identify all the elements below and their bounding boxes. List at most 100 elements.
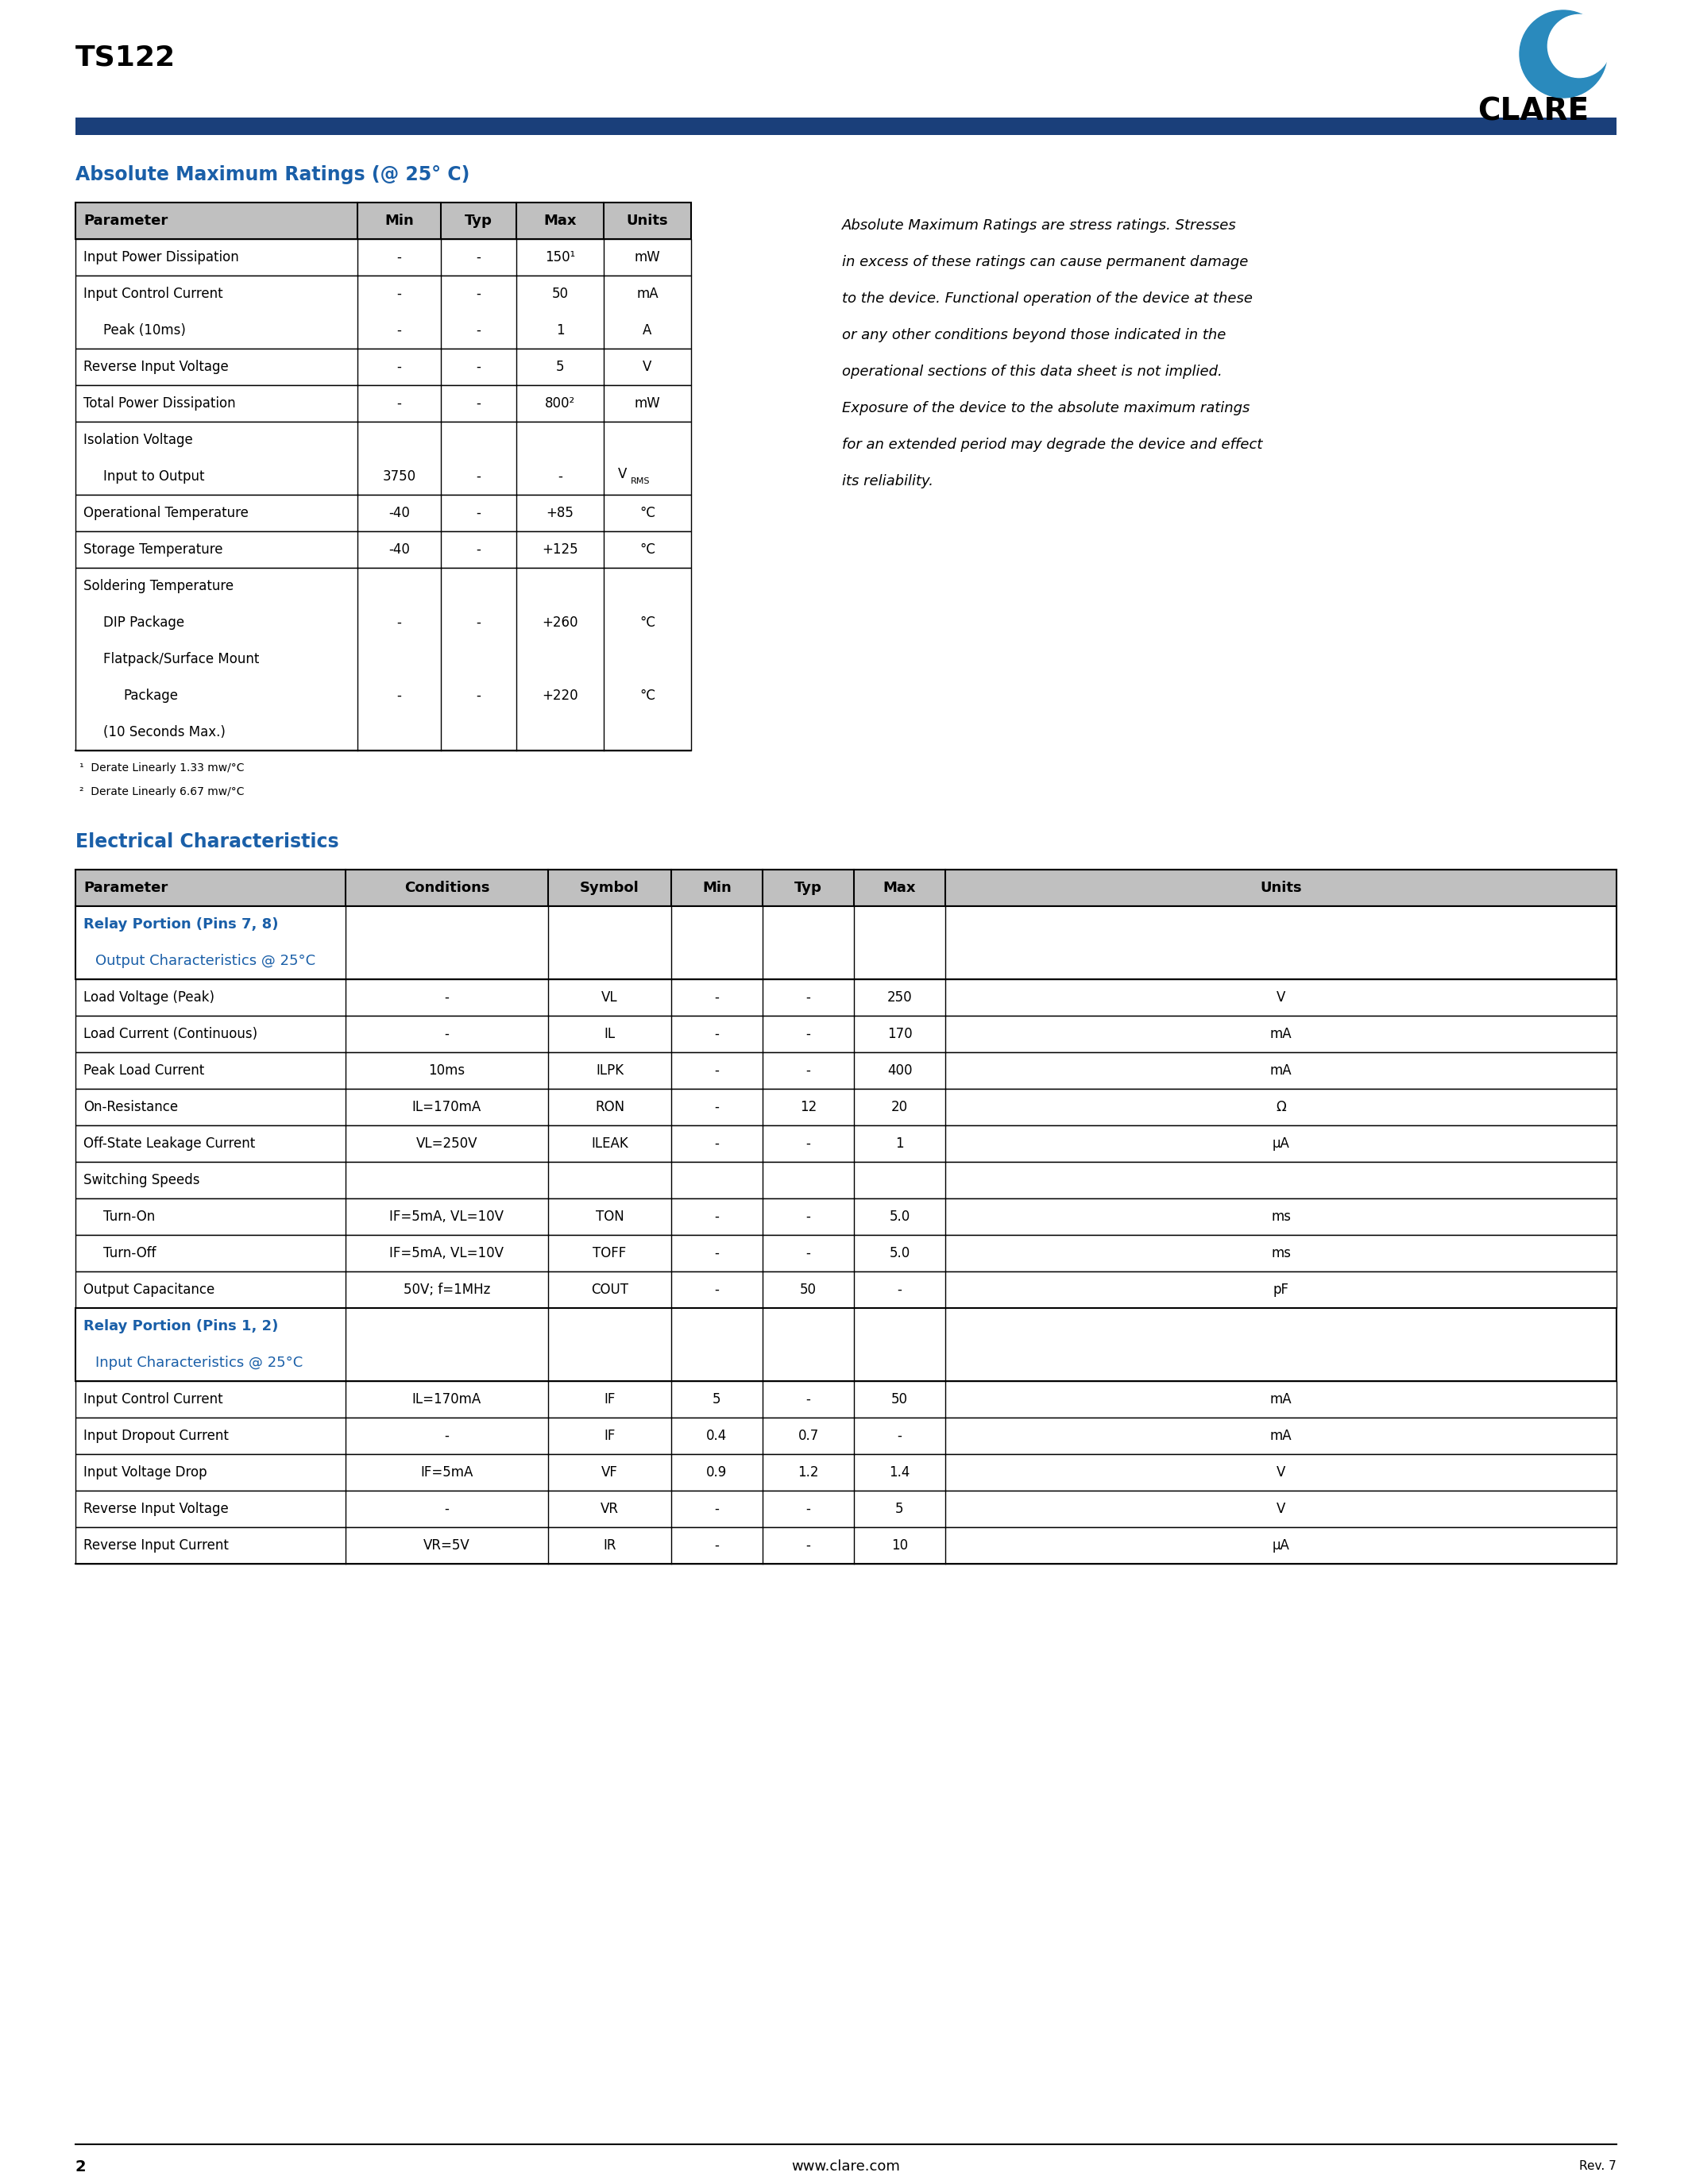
Text: for an extended period may degrade the device and effect: for an extended period may degrade the d… (842, 437, 1263, 452)
Text: Reverse Input Current: Reverse Input Current (83, 1538, 228, 1553)
Text: Exposure of the device to the absolute maximum ratings: Exposure of the device to the absolute m… (842, 402, 1249, 415)
Text: 50: 50 (552, 286, 569, 301)
Bar (76, 1125, 1617, 1162)
Text: ILPK: ILPK (596, 1064, 623, 1077)
Circle shape (1548, 15, 1610, 76)
Bar (76, 422, 690, 496)
Text: -: - (397, 360, 402, 373)
Text: -40: -40 (388, 542, 410, 557)
Bar (76, 118, 1617, 135)
Text: -: - (397, 251, 402, 264)
Text: Units: Units (1259, 880, 1301, 895)
Text: Absolute Maximum Ratings are stress ratings. Stresses: Absolute Maximum Ratings are stress rati… (842, 218, 1237, 234)
Text: Typ: Typ (464, 214, 493, 227)
Text: 170: 170 (888, 1026, 912, 1042)
Text: Input Control Current: Input Control Current (83, 1391, 223, 1406)
Bar (76, 238, 690, 275)
Text: Turn-On: Turn-On (103, 1210, 155, 1223)
Bar (76, 1016, 1617, 1053)
Text: +125: +125 (542, 542, 577, 557)
Text: Units: Units (626, 214, 668, 227)
Text: -: - (805, 1210, 810, 1223)
Text: 12: 12 (800, 1101, 817, 1114)
Text: Soldering Temperature: Soldering Temperature (83, 579, 233, 594)
Text: mA: mA (1269, 1026, 1291, 1042)
Text: Isolation Voltage: Isolation Voltage (83, 432, 192, 448)
Text: -: - (805, 1391, 810, 1406)
Text: Total Power Dissipation: Total Power Dissipation (83, 395, 236, 411)
Text: 0.4: 0.4 (707, 1428, 728, 1444)
Text: +85: +85 (547, 507, 574, 520)
Bar (76, 1308, 1617, 1380)
Text: -: - (557, 470, 562, 483)
Bar (76, 203, 690, 238)
Bar (76, 384, 690, 422)
Text: 5: 5 (555, 360, 564, 373)
Text: V: V (1276, 1503, 1286, 1516)
Text: -: - (805, 1503, 810, 1516)
Text: IF=5mA, VL=10V: IF=5mA, VL=10V (390, 1247, 505, 1260)
Text: Symbol: Symbol (581, 880, 640, 895)
Text: µA: µA (1273, 1136, 1290, 1151)
Text: -: - (476, 470, 481, 483)
Text: Input Control Current: Input Control Current (83, 286, 223, 301)
Text: -: - (476, 360, 481, 373)
Text: °C: °C (640, 616, 655, 629)
Text: RON: RON (594, 1101, 625, 1114)
Text: -: - (714, 989, 719, 1005)
Text: TON: TON (596, 1210, 625, 1223)
Bar (76, 1492, 1617, 1527)
Bar (76, 1527, 1617, 1564)
Text: -: - (476, 286, 481, 301)
Text: -: - (444, 1428, 449, 1444)
Text: V: V (1276, 989, 1286, 1005)
Text: +220: +220 (542, 688, 577, 703)
Text: Input Power Dissipation: Input Power Dissipation (83, 251, 240, 264)
Text: in excess of these ratings can cause permanent damage: in excess of these ratings can cause per… (842, 256, 1247, 269)
Text: -: - (805, 1538, 810, 1553)
Text: Ω: Ω (1276, 1101, 1286, 1114)
Bar (76, 275, 690, 349)
Text: 5: 5 (895, 1503, 903, 1516)
Text: Absolute Maximum Ratings (@ 25° C): Absolute Maximum Ratings (@ 25° C) (76, 166, 469, 183)
Text: Flatpack/Surface Mount: Flatpack/Surface Mount (103, 653, 260, 666)
Text: IF: IF (604, 1391, 616, 1406)
Bar (76, 1162, 1617, 1199)
Text: -: - (714, 1538, 719, 1553)
Text: -: - (397, 688, 402, 703)
Text: Typ: Typ (795, 880, 822, 895)
Text: mA: mA (1269, 1391, 1291, 1406)
Text: operational sections of this data sheet is not implied.: operational sections of this data sheet … (842, 365, 1222, 378)
Text: -: - (397, 286, 402, 301)
Text: -: - (476, 323, 481, 339)
Text: -40: -40 (388, 507, 410, 520)
Bar (76, 1090, 1617, 1125)
Text: -: - (805, 1136, 810, 1151)
Text: -: - (444, 989, 449, 1005)
Text: Turn-Off: Turn-Off (103, 1247, 155, 1260)
Text: -: - (397, 616, 402, 629)
Text: ms: ms (1271, 1210, 1291, 1223)
Text: -: - (397, 395, 402, 411)
Text: V: V (643, 360, 652, 373)
Bar (76, 349, 690, 384)
Text: On-Resistance: On-Resistance (83, 1101, 177, 1114)
Text: Input Voltage Drop: Input Voltage Drop (83, 1465, 208, 1479)
Text: its reliability.: its reliability. (842, 474, 933, 489)
Text: Peak (10ms): Peak (10ms) (103, 323, 186, 339)
Text: -: - (476, 616, 481, 629)
Text: Input Characteristics @ 25°C: Input Characteristics @ 25°C (95, 1356, 302, 1369)
Text: TOFF: TOFF (592, 1247, 626, 1260)
Text: IF=5mA: IF=5mA (420, 1465, 473, 1479)
Text: 800²: 800² (545, 395, 576, 411)
Text: VR: VR (601, 1503, 619, 1516)
Bar (76, 906, 1617, 978)
Text: -: - (898, 1282, 901, 1297)
Bar (76, 1455, 1617, 1492)
Text: ²  Derate Linearly 6.67 mw/°C: ² Derate Linearly 6.67 mw/°C (79, 786, 245, 797)
Bar (76, 1199, 1617, 1234)
Text: ¹  Derate Linearly 1.33 mw/°C: ¹ Derate Linearly 1.33 mw/°C (79, 762, 245, 773)
Text: °C: °C (640, 688, 655, 703)
Text: °C: °C (640, 507, 655, 520)
Text: IR: IR (603, 1538, 616, 1553)
